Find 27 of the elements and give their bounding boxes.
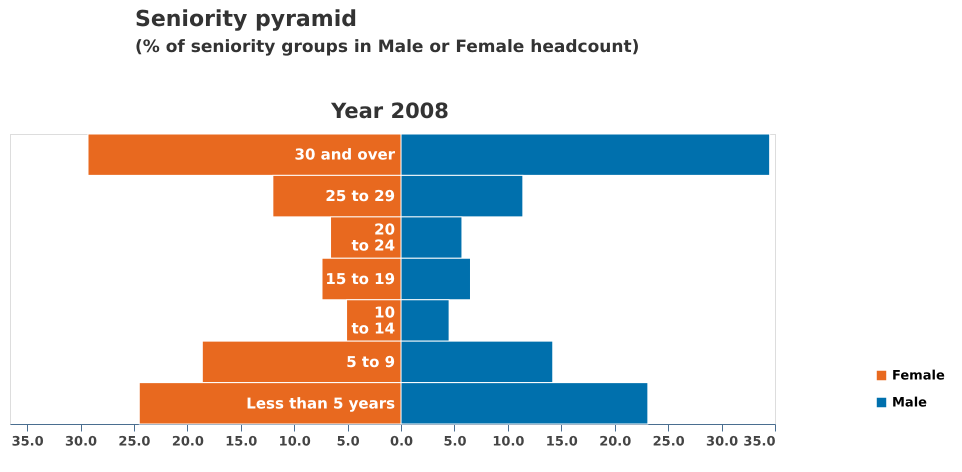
x-tick-label: 15.0 bbox=[225, 434, 258, 450]
x-tick-label: 5.0 bbox=[443, 434, 466, 450]
legend-label: Female bbox=[892, 368, 945, 384]
legend-label: Male bbox=[892, 396, 928, 410]
chart-subtitle: (% of seniority groups in Male or Female headcount) bbox=[135, 37, 640, 57]
y-tick-label: 5 to 9 bbox=[346, 352, 396, 371]
y-tick-label: 25 to 29 bbox=[325, 187, 396, 206]
x-tick-label: 20.0 bbox=[599, 434, 632, 450]
chart-title: Seniority pyramid bbox=[135, 7, 357, 32]
y-tick-label: 30 and over bbox=[294, 146, 396, 164]
x-tick-label: 30.0 bbox=[706, 434, 738, 450]
x-tick-label: 25.0 bbox=[652, 434, 685, 450]
y-tick-label: 20 to 24 bbox=[351, 220, 396, 255]
y-tick-label: 10 to 14 bbox=[351, 303, 396, 338]
x-tick-label: 35.0 bbox=[12, 434, 44, 450]
x-tick-label: 30.0 bbox=[64, 434, 98, 450]
x-tick-label: 10.0 bbox=[278, 434, 311, 450]
x-tick-label: 5.0 bbox=[336, 434, 360, 450]
x-tick-label: 35.0 bbox=[743, 434, 776, 450]
x-tick-label: 15.0 bbox=[546, 434, 578, 450]
x-tick-label: 25.0 bbox=[118, 434, 150, 450]
x-tick-label: 0.0 bbox=[390, 434, 414, 450]
text: Year 2008 bbox=[330, 99, 449, 123]
y-tick-label: 15 to 19 bbox=[325, 270, 396, 288]
x-tick-label: 10.0 bbox=[492, 434, 524, 450]
x-tick-label: 20.0 bbox=[172, 434, 204, 450]
y-tick-label: Less than 5 years bbox=[246, 394, 396, 412]
